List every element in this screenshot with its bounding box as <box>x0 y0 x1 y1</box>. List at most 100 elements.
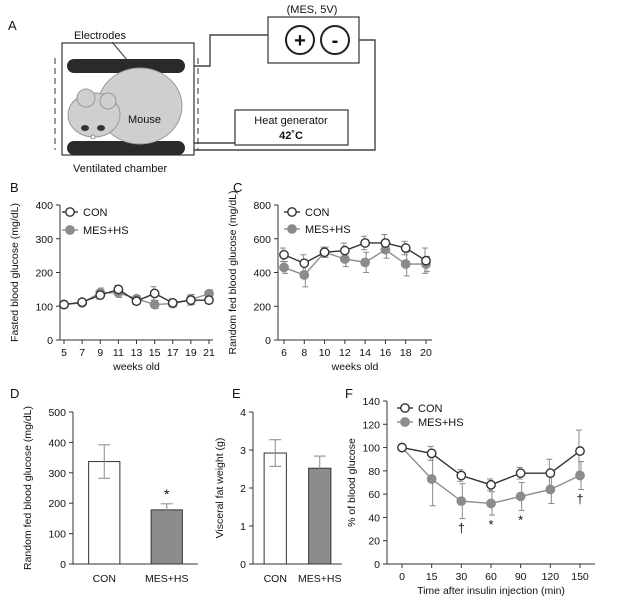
data-point <box>149 288 160 299</box>
data-point <box>545 468 556 479</box>
significance-marker: * <box>164 486 170 502</box>
x-category-label: MES+HS <box>298 573 341 585</box>
data-point <box>515 491 526 502</box>
legend-marker <box>400 403 410 413</box>
x-category-label: CON <box>93 573 116 585</box>
y-tick-label: 100 <box>48 529 66 541</box>
y-axis-label: Visceral fat weight (g) <box>214 438 226 539</box>
wire-top-electrode <box>190 34 268 67</box>
data-point <box>95 290 106 301</box>
chamber-vents <box>54 58 199 150</box>
data-point <box>397 442 407 453</box>
data-point <box>59 299 69 310</box>
legend-marker <box>287 224 297 234</box>
y-tick-label: 20 <box>368 536 380 548</box>
x-category-label: MES+HS <box>145 573 188 585</box>
panel-label-d: D <box>10 386 19 401</box>
significance-marker: * <box>488 517 493 532</box>
data-point <box>400 243 411 253</box>
x-tick-label: 90 <box>515 571 527 583</box>
x-tick-label: 5 <box>61 347 67 359</box>
x-tick-label: 7 <box>79 347 85 359</box>
data-point <box>426 448 437 459</box>
power-supply-label: (MES, 5V) <box>287 4 338 16</box>
y-axis-label: % of blood glucose <box>346 438 358 527</box>
y-tick-label: 0 <box>47 335 53 347</box>
data-point <box>426 474 437 484</box>
legend-marker <box>400 417 410 427</box>
y-tick-label: 100 <box>362 443 380 455</box>
data-point <box>167 297 178 308</box>
panel-label-b: B <box>10 180 19 195</box>
data-point <box>339 254 350 264</box>
data-point <box>299 270 310 280</box>
electrodes-pointer <box>111 41 129 62</box>
significance-marker: * <box>518 512 523 527</box>
top-electrode <box>67 59 185 73</box>
y-axis-label: Random fed blood glucose (mg/dL) <box>227 190 239 354</box>
plus-terminal-icon <box>285 25 315 55</box>
y-tick-label: 200 <box>35 268 53 280</box>
legend-label: MES+HS <box>83 225 129 237</box>
panel-a-diagram: A (MES, 5V) + - Electrodes Mouse Heat ge… <box>8 4 376 175</box>
y-tick-label: 40 <box>368 512 380 524</box>
x-tick-label: 0 <box>399 571 405 583</box>
y-tick-label: 0 <box>240 559 246 571</box>
plus-symbol: + <box>294 30 306 52</box>
electrodes-label: Electrodes <box>74 30 126 42</box>
x-tick-label: 21 <box>203 347 215 359</box>
x-tick-label: 13 <box>131 347 143 359</box>
y-tick-label: 60 <box>368 489 380 501</box>
data-point <box>515 468 526 479</box>
y-tick-label: 120 <box>362 419 380 431</box>
significance-marker: † <box>458 521 465 536</box>
data-point <box>185 295 196 306</box>
chart-c-random-fed-glucose: C 0 200 400 600 800 6 8 10 12 14 16 18 20 CON MES+HS wee… <box>227 180 432 373</box>
x-tick-label: 14 <box>359 347 371 359</box>
y-tick-label: 1 <box>240 521 246 533</box>
x-tick-label: 60 <box>485 571 497 583</box>
panel-label-c: C <box>233 180 242 195</box>
y-tick-label: 0 <box>60 559 66 571</box>
y-axis-label: Fasted blood glucose (mg/dL) <box>9 203 21 342</box>
data-point <box>380 238 391 248</box>
y-tick-label: 600 <box>253 234 271 246</box>
y-tick-label: 500 <box>48 407 66 419</box>
y-tick-label: 140 <box>362 396 380 408</box>
data-point <box>77 297 88 308</box>
data-point <box>279 249 289 260</box>
y-tick-label: 200 <box>253 301 271 313</box>
data-point <box>149 299 160 310</box>
data-point <box>486 498 496 509</box>
y-tick-label: 300 <box>35 234 53 246</box>
legend-label: CON <box>305 207 330 219</box>
significance-marker: † <box>576 491 583 506</box>
x-tick-label: 120 <box>542 571 560 583</box>
legend-marker <box>65 207 75 217</box>
data-point <box>421 255 431 266</box>
data-point <box>360 257 371 268</box>
temperature-label: 42˚C <box>279 130 303 142</box>
data-point <box>131 296 142 307</box>
x-tick-label: 150 <box>571 571 589 583</box>
wire-bottom-electrode <box>190 39 376 151</box>
data-point <box>360 238 371 248</box>
y-tick-label: 400 <box>48 437 66 449</box>
y-tick-label: 100 <box>35 301 53 313</box>
chart-f-insulin-tolerance: F 0 20 40 60 80 100 120 140 0 15 30 60 90 120 150 CON MES… <box>345 386 595 597</box>
legend-label: CON <box>83 207 108 219</box>
bar-meshs <box>308 467 332 565</box>
data-point <box>339 245 350 256</box>
x-axis-label: weeks old <box>112 361 160 373</box>
x-tick-label: 20 <box>420 347 432 359</box>
minus-terminal-icon <box>320 25 350 55</box>
x-tick-label: 16 <box>380 347 392 359</box>
x-tick-label: 30 <box>455 571 467 583</box>
x-axis-label: weeks old <box>331 361 379 373</box>
panel-a-label: A <box>8 18 17 33</box>
x-tick-label: 9 <box>97 347 103 359</box>
x-tick-label: 17 <box>167 347 179 359</box>
data-point <box>299 258 310 269</box>
x-tick-label: 10 <box>319 347 331 359</box>
